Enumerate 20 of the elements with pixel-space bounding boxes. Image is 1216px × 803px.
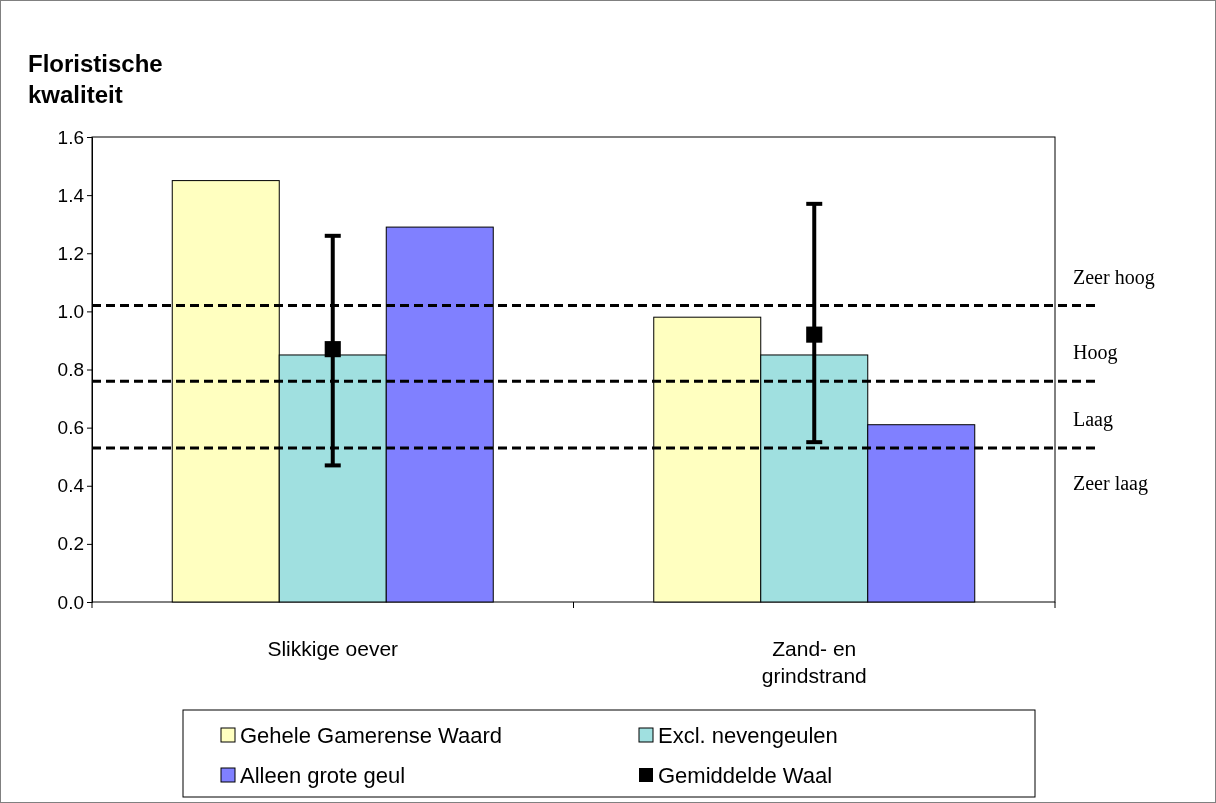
y-axis-title: Floristische kwaliteit — [28, 50, 163, 109]
annotation: Zeer laag — [1073, 471, 1148, 495]
x-tick-label: Slikkige oever — [267, 637, 399, 660]
y-tick-label: 0.0 — [57, 591, 84, 613]
y-tick-label: 0.8 — [57, 359, 84, 381]
y-tick-label: 0.6 — [57, 417, 84, 439]
x-tick-label: Zand- en grindstrand — [761, 637, 867, 688]
y-tick-label: 1.0 — [57, 300, 84, 322]
ref-line-label: Hoog — [1073, 341, 1118, 365]
y-tick-label: 0.2 — [57, 533, 84, 555]
legend-label: Alleen grote geul — [240, 763, 406, 788]
legend-label: Gemiddelde Waal — [658, 763, 833, 788]
y-tick-label: 1.2 — [57, 242, 84, 264]
y-tick-label: 0.4 — [57, 475, 85, 497]
y-tick-label: 1.4 — [57, 184, 85, 206]
ref-line-label: Zeer hoog — [1073, 265, 1155, 289]
ref-line-label: Laag — [1073, 407, 1113, 431]
legend-label: Excl. nevengeulen — [658, 723, 838, 748]
legend-label: Gehele Gamerense Waard — [240, 723, 503, 748]
y-tick-label: 1.6 — [57, 126, 84, 148]
